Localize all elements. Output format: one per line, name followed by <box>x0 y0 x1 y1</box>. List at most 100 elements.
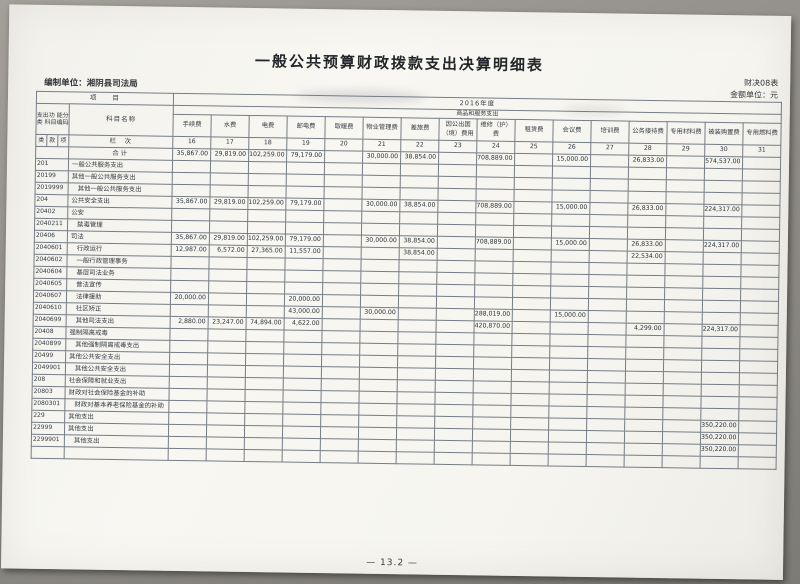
column-header: 邮电费 <box>286 116 326 139</box>
value-cell <box>358 439 397 452</box>
value-cell <box>438 176 477 189</box>
subject-code-cell: 2040601 <box>34 242 68 255</box>
value-cell <box>207 340 246 354</box>
subject-code-cell: 2040211 <box>34 218 68 231</box>
section-col-label: 款 <box>47 134 59 147</box>
value-cell <box>739 348 778 362</box>
value-cell: 574,537.00 <box>704 156 743 169</box>
value-cell <box>398 295 437 309</box>
value-cell <box>245 353 284 367</box>
value-cell <box>323 210 362 224</box>
value-cell <box>321 342 360 356</box>
subject-code-cell: 2299901 <box>31 434 65 447</box>
value-cell: 74,894.00 <box>246 317 285 331</box>
value-cell <box>665 215 704 229</box>
value-cell <box>626 311 665 324</box>
value-cell <box>514 165 553 178</box>
value-cell <box>588 274 627 288</box>
value-cell <box>589 226 628 240</box>
page-number: — 13.2 — <box>366 557 419 569</box>
value-cell <box>244 437 283 451</box>
subject-code-cell: 20402 <box>34 206 68 219</box>
value-cell <box>513 225 552 238</box>
value-cell <box>246 281 285 295</box>
value-cell <box>589 202 628 216</box>
value-cell <box>548 441 587 455</box>
column-header: 差旅费 <box>400 117 440 141</box>
value-cell <box>510 453 549 466</box>
subject-code-cell: 2040699 <box>33 314 67 327</box>
subject-name-cell <box>64 446 169 461</box>
value-cell <box>665 227 704 241</box>
value-cell <box>550 297 589 311</box>
subject-code-cell: 2040899 <box>32 338 66 351</box>
value-cell <box>209 208 248 222</box>
value-cell <box>663 383 702 397</box>
value-cell <box>206 436 245 450</box>
column-index: 29 <box>666 143 705 157</box>
value-cell: 708,889.00 <box>475 200 514 214</box>
column-header: 专用燃料费 <box>742 122 782 146</box>
value-cell <box>511 357 550 370</box>
value-cell <box>323 198 362 212</box>
value-cell <box>474 260 514 274</box>
value-cell <box>739 336 779 350</box>
value-cell <box>437 212 476 225</box>
value-cell <box>549 345 588 359</box>
value-cell: 26,833.00 <box>627 203 666 216</box>
value-cell: 22,534.00 <box>627 251 666 264</box>
value-cell <box>740 276 779 290</box>
value-cell <box>436 284 475 297</box>
column-index: 19 <box>286 138 325 151</box>
value-cell <box>627 227 666 240</box>
value-cell <box>437 188 477 201</box>
value-cell <box>513 189 553 202</box>
value-cell <box>283 366 322 379</box>
value-cell <box>701 384 740 397</box>
value-cell <box>438 152 477 165</box>
value-cell <box>742 156 781 170</box>
value-cell: 26,833.00 <box>627 239 666 252</box>
value-cell: 35,867.00 <box>172 148 211 161</box>
value-cell <box>396 427 435 441</box>
value-cell <box>437 236 476 249</box>
value-cell: 11,557.00 <box>285 246 324 259</box>
class-col-label: 类 <box>36 134 48 146</box>
value-cell <box>208 268 247 282</box>
value-cell <box>396 415 435 429</box>
column-index: 26 <box>552 141 591 155</box>
value-cell <box>664 263 704 277</box>
value-cell <box>663 335 702 349</box>
value-cell <box>704 168 743 181</box>
value-cell <box>665 251 704 265</box>
value-cell <box>512 321 551 334</box>
value-cell: 20,000.00 <box>284 294 323 307</box>
value-cell <box>321 366 360 380</box>
value-cell <box>324 150 363 164</box>
value-cell: 29,819.00 <box>209 196 249 210</box>
column-index: 24 <box>476 140 515 154</box>
value-cell <box>587 382 626 396</box>
value-cell <box>512 261 552 274</box>
value-cell: 35,867.00 <box>171 196 211 209</box>
value-cell <box>703 192 743 205</box>
value-cell <box>283 342 322 355</box>
value-cell <box>324 162 363 176</box>
value-cell <box>550 285 589 299</box>
value-cell <box>435 380 474 393</box>
value-cell <box>548 393 588 407</box>
value-cell <box>247 209 286 223</box>
value-cell <box>322 306 361 320</box>
value-cell: 15,000.00 <box>550 309 589 323</box>
value-cell <box>476 176 515 190</box>
column-header: 取暖费 <box>324 116 364 140</box>
value-cell <box>283 378 322 391</box>
value-cell: 224,317.00 <box>703 240 742 253</box>
value-cell <box>741 204 780 218</box>
value-cell <box>624 443 663 456</box>
value-cell <box>510 417 549 430</box>
value-cell <box>361 223 400 236</box>
value-cell <box>625 383 664 396</box>
value-cell <box>437 200 476 213</box>
